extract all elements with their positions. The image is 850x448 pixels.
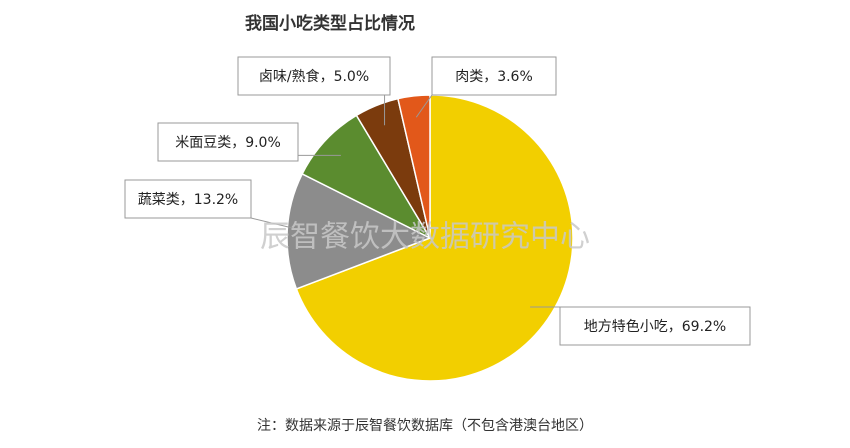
leader-line [250,217,309,233]
chart-title: 我国小吃类型占比情况 [245,13,415,34]
pie-slice [286,172,432,290]
data-label: 蔬菜类，13.2% [138,192,238,208]
label-box [559,306,751,346]
data-label: 地方特色小吃，69.2% [584,318,726,335]
footnote: 注：数据来源于辰智餐饮数据库（不包含港澳台地区） [257,418,593,434]
value-label: 69.2% [682,319,726,335]
value-label: 3.6% [497,69,533,85]
pie-slice [295,94,574,382]
value-label: 13.2% [194,192,238,208]
pie-slice [301,114,432,240]
data-label: 米面豆类，9.0% [175,135,281,151]
data-label: 肉类，3.6% [455,69,533,85]
label-separator: ， [231,135,245,151]
pie [286,94,574,382]
value-label: 5.0% [334,69,370,85]
value-label: 9.0% [245,135,281,151]
category-name: 肉类 [455,69,483,85]
category-name: 卤味/熟食 [259,68,320,85]
category-name: 蔬菜类 [138,192,180,208]
category-name: 米面豆类 [175,135,231,151]
watermark: 辰智餐饮大数据研究中心 [260,220,590,255]
label-separator: ， [180,192,194,208]
label-separator: ， [320,69,334,85]
data-label: 卤味/熟食，5.0% [259,68,369,85]
label-box [431,56,557,96]
label-box [157,122,299,162]
label-box [124,179,252,219]
label-separator: ， [483,69,497,85]
leader-line [415,94,433,118]
pie-slice [397,94,431,239]
label-separator: ， [668,319,682,335]
label-box [237,56,391,96]
category-name: 地方特色小吃 [584,318,668,335]
